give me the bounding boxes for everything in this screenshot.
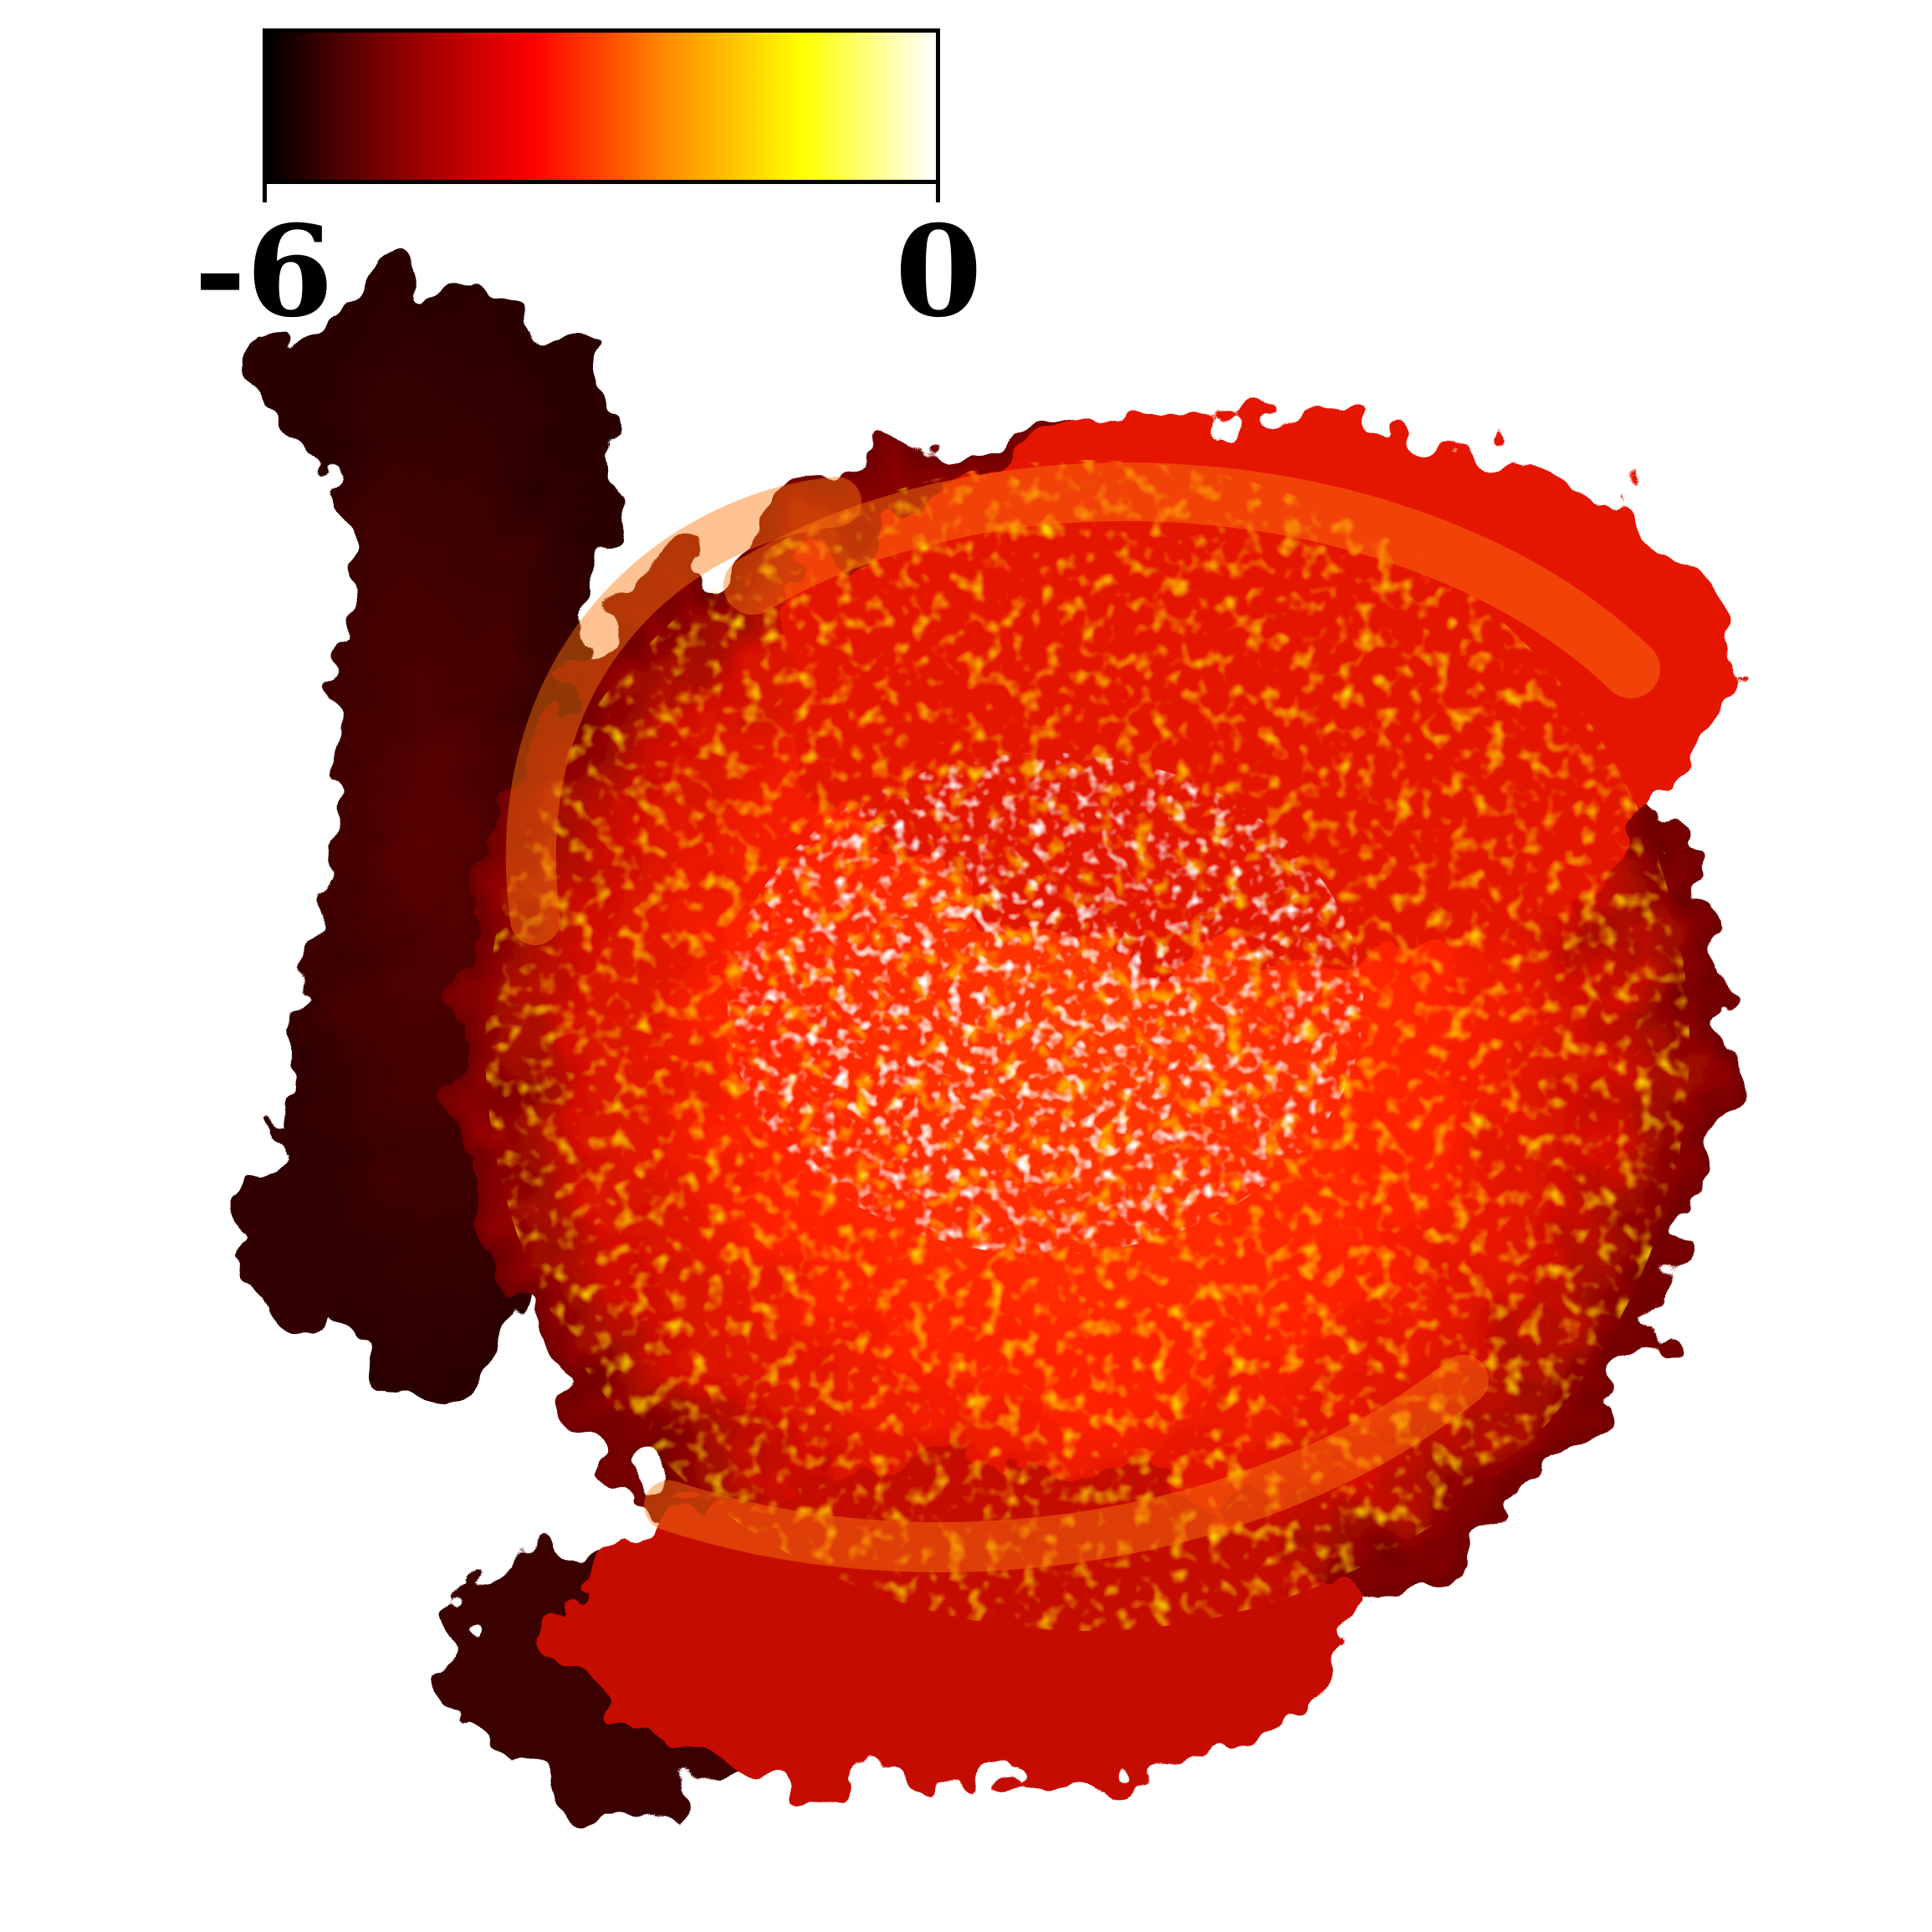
colorbar xyxy=(263,28,940,184)
colorbar-tick-min xyxy=(263,184,267,202)
colorbar-max-label: 0 xyxy=(891,198,986,345)
colorbar-tick-max xyxy=(936,184,940,202)
masked-center xyxy=(728,753,1363,1255)
colorbar-min-label: -6 xyxy=(190,198,338,345)
spiral-arms xyxy=(506,463,1660,1572)
